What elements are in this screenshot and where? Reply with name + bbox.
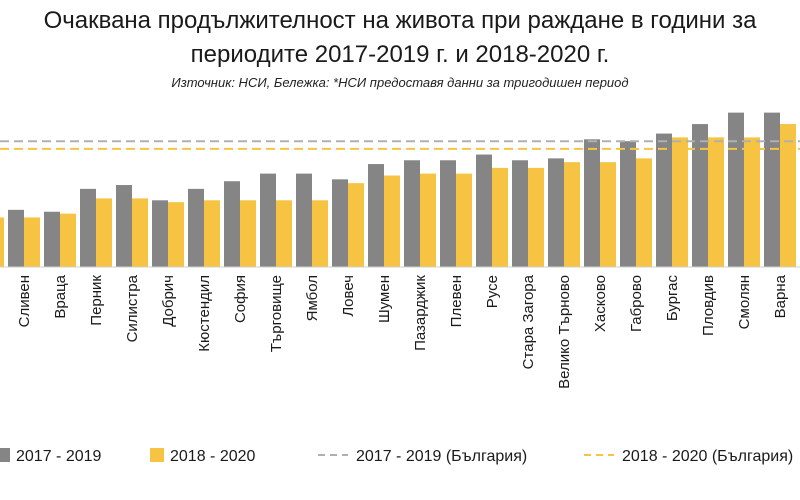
category-label: Плевен [448,275,465,327]
category-label: Габрово [628,275,645,332]
bar-2018-2020 [240,200,256,267]
category-label: Пловдив [700,275,717,336]
category-label: Добрич [160,275,177,327]
bar-2018-2020 [0,217,4,267]
category-label: София [232,275,249,323]
bar-2018-2020 [744,137,760,267]
bar-2018-2020 [420,173,436,267]
bar-2018-2020 [492,167,508,267]
bar-2017-2019 [188,188,204,267]
category-label: Хасково [592,275,609,332]
bar-2018-2020 [312,200,328,267]
category-label: Стара Загора [520,274,537,369]
bar-2018-2020 [348,183,364,267]
bar-2018-2020 [564,162,580,267]
bar-2017-2019 [728,112,744,267]
category-label: Ямбол [304,275,321,321]
category-label: Велико Търново [556,275,573,389]
bar-2017-2019 [548,158,564,267]
category-label: Смолян [736,275,753,329]
bar-2018-2020 [672,137,688,267]
bar-2017-2019 [620,141,636,267]
bar-2017-2019 [152,200,168,267]
bar-2017-2019 [296,173,312,267]
bar-2018-2020 [60,213,76,267]
bar-2017-2019 [440,160,456,267]
reference-lines [0,140,800,150]
bar-2017-2019 [260,173,276,267]
category-label: Враца [52,274,69,318]
bar-2017-2019 [584,139,600,267]
legend-2018-2020: 2018 - 2020 [150,448,256,465]
bar-2018-2020 [24,217,40,267]
bar-2018-2020 [528,167,544,267]
category-label: Сливен [16,275,33,327]
bar-2017-2019 [512,160,528,267]
bar-2018-2020 [204,200,220,267]
bar-2017-2019 [368,164,384,267]
bar-2018-2020 [168,202,184,267]
bar-2017-2019 [332,179,348,267]
category-label: Бургас [664,275,681,322]
bar-2017-2019 [404,160,420,267]
legend-label: 2017 - 2019 [16,448,102,465]
legend-label: 2018 - 2020 (България) [622,448,793,465]
bars-layer [0,112,796,267]
legend-2017-2019-bulgaria: 2017 - 2019 (България) [318,448,527,465]
bar-2018-2020 [780,124,796,267]
bar-2018-2020 [276,200,292,267]
bar-2017-2019 [8,209,24,267]
bar-2017-2019 [764,112,780,267]
bar-2017-2019 [656,133,672,267]
category-label: Шумен [376,275,393,323]
category-labels: РазградСливенВрацаПерникСилистраДобричКю… [16,274,789,389]
category-label: Ловеч [340,275,357,317]
legend-2017-2019: 2017 - 2019 [0,448,102,465]
legend-label: 2018 - 2020 [170,448,256,465]
bar-2018-2020 [636,158,652,267]
bar-2017-2019 [692,124,708,267]
legend-label: 2017 - 2019 (България) [356,448,527,465]
legend-2018-2020-bulgaria: 2018 - 2020 (България) [584,448,793,465]
category-label: Кюстендил [196,275,213,352]
bar-2017-2019 [80,188,96,267]
category-label: Перник [88,275,105,326]
category-label: Търговище [268,275,285,352]
chart-title: Очаквана продължителност на живота при р… [43,7,757,68]
bar-2018-2020 [132,198,148,267]
bar-2018-2020 [384,175,400,267]
legend-swatch [0,448,10,462]
chart-subtitle: Източник: НСИ, Бележка: *НСИ предоставя … [171,75,629,90]
category-label: Русе [484,275,501,308]
category-label: Пазарджик [412,275,429,351]
bar-2017-2019 [224,181,240,267]
bar-2017-2019 [116,185,132,267]
bar-2018-2020 [600,162,616,267]
bar-2017-2019 [44,211,60,267]
bar-2017-2019 [476,154,492,267]
category-label: Варна [772,274,789,318]
bar-2018-2020 [708,137,724,267]
legend: 2017 - 2019 2018 - 2020 2017 - 2019 (Бълга… [0,448,793,465]
legend-swatch [150,448,164,462]
category-label: Силистра [124,274,141,342]
bar-2018-2020 [456,173,472,267]
bar-2018-2020 [96,198,112,267]
